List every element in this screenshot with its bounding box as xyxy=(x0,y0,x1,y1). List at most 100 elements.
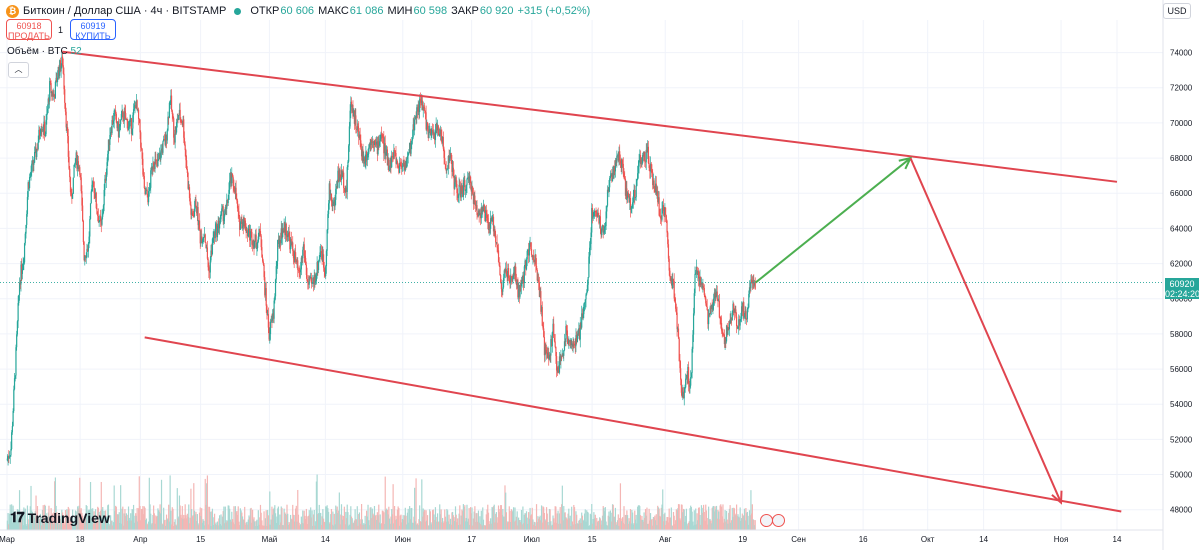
y-tick-label: 54000 xyxy=(1170,400,1193,409)
volume-bar xyxy=(175,525,178,530)
volume-bar xyxy=(482,507,484,530)
volume-bar xyxy=(341,515,343,530)
volume-bar xyxy=(382,510,384,530)
volume-bar xyxy=(206,475,209,530)
volume-bar xyxy=(375,514,377,530)
volume-bar xyxy=(521,524,523,530)
volume-bar xyxy=(229,508,231,530)
candle-body xyxy=(305,257,307,265)
candle-body xyxy=(7,456,9,459)
volume-bar xyxy=(520,522,522,530)
candle-body xyxy=(548,354,551,360)
volume-bar xyxy=(31,510,33,530)
volume-bar xyxy=(414,521,416,530)
candle-body xyxy=(569,340,571,342)
candle-body xyxy=(169,101,171,103)
candle-body xyxy=(35,147,37,157)
open-label: ОТКР xyxy=(250,5,280,17)
volume-bar xyxy=(495,512,497,530)
chevron-up-icon[interactable]: ︿ xyxy=(8,62,29,78)
candle-body xyxy=(696,266,698,275)
volume-bar xyxy=(158,511,160,530)
candle-body xyxy=(257,236,259,242)
volume-bar xyxy=(310,507,312,530)
volume-bar xyxy=(622,522,624,530)
candle-body xyxy=(725,325,728,342)
volume-bar xyxy=(582,519,584,530)
candle-body xyxy=(497,250,500,263)
volume-bar xyxy=(747,515,749,530)
candle-body xyxy=(545,346,547,350)
volume-bar xyxy=(386,509,388,530)
candle-body xyxy=(77,161,79,169)
currency-selector[interactable]: USD xyxy=(1163,3,1191,19)
volume-bar xyxy=(297,489,299,530)
candle-body xyxy=(106,162,108,175)
volume-bar xyxy=(137,508,140,530)
candle-body xyxy=(186,160,188,170)
candle-body xyxy=(422,107,424,110)
sell-button[interactable]: 60918 ПРОДАТЬ xyxy=(6,19,52,41)
volume-bar xyxy=(586,510,588,530)
volume-bar xyxy=(59,524,61,530)
candle-body xyxy=(251,232,253,245)
buy-button[interactable]: 60919 КУПИТЬ xyxy=(70,19,116,41)
volume-bar xyxy=(575,511,577,530)
candle-body xyxy=(434,130,437,141)
candle-body xyxy=(221,208,223,212)
volume-bar xyxy=(574,524,576,530)
volume-bar xyxy=(437,522,439,530)
candle-body xyxy=(596,212,599,217)
candle-body xyxy=(262,261,264,265)
candle-body xyxy=(224,213,226,217)
volume-bar xyxy=(682,512,684,530)
y-tick-label: 62000 xyxy=(1170,260,1193,269)
candle-body xyxy=(26,214,28,225)
volume-bar xyxy=(371,518,373,530)
volume-bar xyxy=(578,520,580,530)
volume-bar xyxy=(64,510,67,530)
candle-body xyxy=(599,216,601,224)
volume-bar xyxy=(736,516,738,530)
candle-body xyxy=(86,248,88,258)
volume-bar xyxy=(392,484,394,530)
volume-bar xyxy=(444,509,446,530)
volume-bar xyxy=(27,524,29,530)
volume-bar xyxy=(262,525,264,530)
volume-bar xyxy=(56,512,58,530)
logo-text: TradingView xyxy=(27,509,110,526)
volume-bar xyxy=(158,510,160,530)
candle-body xyxy=(514,266,516,276)
volume-bar xyxy=(110,520,112,530)
volume-bar xyxy=(276,516,278,530)
volume-bar xyxy=(597,521,599,530)
tradingview-logo[interactable]: 𝟏𝟕 TradingView xyxy=(10,509,110,526)
candle-body xyxy=(638,161,640,167)
volume-bar xyxy=(18,490,21,530)
volume-indicator-label[interactable]: Объём · BTC 52 xyxy=(7,46,82,57)
candle-body xyxy=(434,133,436,141)
candle-body xyxy=(316,262,318,276)
candle-body xyxy=(135,100,138,109)
candle-body xyxy=(677,328,679,330)
volume-bar xyxy=(670,517,672,530)
candle-body xyxy=(244,218,246,221)
volume-bar xyxy=(29,506,31,530)
volume-bar xyxy=(449,518,452,530)
volume-bar xyxy=(412,522,414,530)
us-flag-icon[interactable] xyxy=(772,514,785,527)
candle-body xyxy=(227,199,229,203)
volume-bar xyxy=(132,504,135,530)
candle-body xyxy=(67,136,69,157)
volume-bar xyxy=(106,516,108,530)
volume-bar xyxy=(193,483,195,530)
symbol-title[interactable]: Биткоин / Доллар США · 4ч · BITSTAMP xyxy=(23,5,227,17)
volume-bar xyxy=(696,513,698,530)
volume-bar xyxy=(81,512,83,530)
volume-bar xyxy=(627,523,629,530)
x-tick-label: 16 xyxy=(859,535,868,544)
candle-body xyxy=(686,374,688,379)
volume-bar xyxy=(55,505,57,530)
candle-body xyxy=(289,237,291,250)
